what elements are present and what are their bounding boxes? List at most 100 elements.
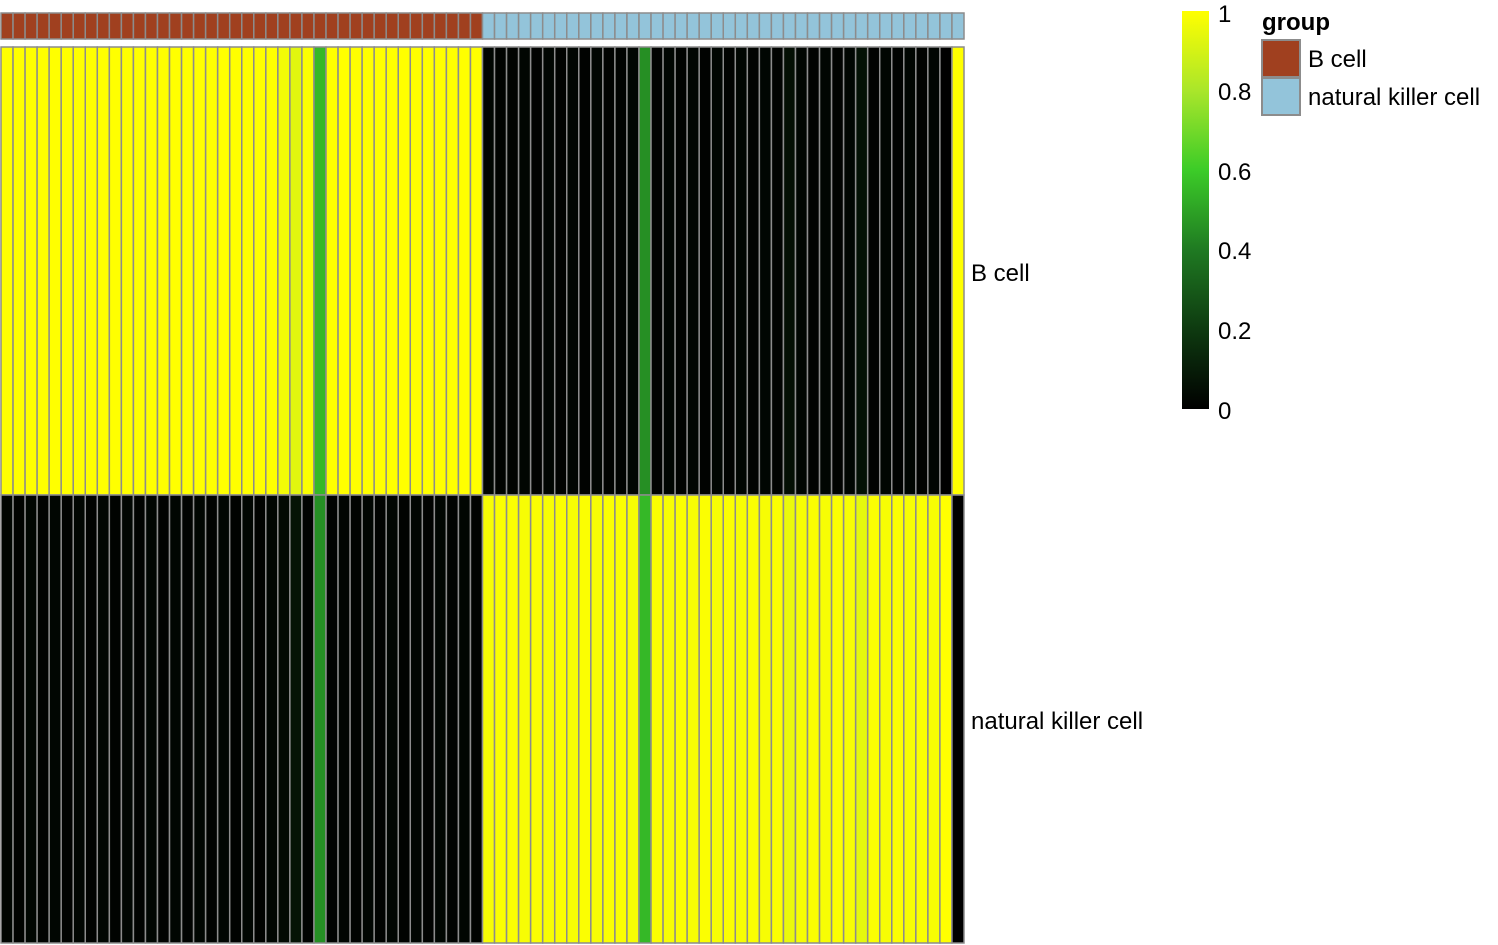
heatmap-cell <box>566 46 580 496</box>
heatmap-cell <box>866 494 881 944</box>
heatmap-cell <box>144 46 159 496</box>
heatmap-cell <box>698 494 712 944</box>
heatmap-cell <box>842 46 857 496</box>
heatmap-cell <box>951 46 965 496</box>
annotation-cell <box>144 12 159 40</box>
annotation-cell <box>662 12 676 40</box>
heatmap-cell <box>915 494 929 944</box>
legend-swatch-natural-killer-cell <box>1261 77 1301 116</box>
heatmap-cell <box>493 494 508 944</box>
annotation-cell <box>674 12 688 40</box>
heatmap-cell <box>481 494 496 944</box>
heatmap-cell <box>60 494 74 944</box>
heatmap-cell <box>590 494 604 944</box>
annotation-cell <box>782 12 797 40</box>
heatmap-cell <box>228 46 243 496</box>
annotation-cell <box>469 12 484 40</box>
heatmap-cell <box>132 46 147 496</box>
heatmap-cell <box>204 46 219 496</box>
annotation-cell <box>830 12 845 40</box>
heatmap-cell <box>301 494 315 944</box>
heatmap-cells <box>0 46 965 944</box>
annotation-cell <box>770 12 785 40</box>
annotation-cell <box>927 12 941 40</box>
heatmap-cell <box>421 46 436 496</box>
heatmap-cell <box>891 494 905 944</box>
annotation-cell <box>337 12 351 40</box>
annotation-cell <box>541 12 556 40</box>
heatmap-cell <box>626 46 640 496</box>
heatmap-cell <box>951 494 965 944</box>
heatmap-cell <box>529 494 544 944</box>
heatmap-cell <box>517 46 532 496</box>
heatmap-cell <box>277 494 291 944</box>
heatmap-cell <box>854 494 869 944</box>
annotation-cell <box>277 12 291 40</box>
heatmap-cell <box>782 494 797 944</box>
heatmap-cell <box>277 46 291 496</box>
annotation-cell <box>397 12 412 40</box>
heatmap-cell <box>939 46 953 496</box>
heatmap-cell <box>84 494 99 944</box>
heatmap-cell <box>433 494 448 944</box>
annotation-cell <box>96 12 111 40</box>
heatmap-cell <box>614 46 628 496</box>
heatmap-cell <box>469 46 484 496</box>
heatmap-cell <box>698 46 712 496</box>
heatmap-cell <box>96 494 111 944</box>
annotation-cell <box>481 12 496 40</box>
annotation-cell <box>614 12 628 40</box>
annotation-cell <box>493 12 508 40</box>
heatmap-cell <box>289 46 303 496</box>
annotation-cell <box>951 12 965 40</box>
annotation-cell <box>84 12 99 40</box>
row-labels: B cell natural killer cell <box>971 260 1143 735</box>
row-label-b-cell: B cell <box>971 260 1030 287</box>
heatmap-cell <box>481 46 496 496</box>
color-tick-0-6: 0.6 <box>1218 159 1251 186</box>
heatmap-cell <box>830 46 845 496</box>
annotation-cell <box>758 12 773 40</box>
annotation-cell <box>457 12 472 40</box>
heatmap-cell <box>818 46 833 496</box>
heatmap-cell <box>132 494 147 944</box>
annotation-cell <box>891 12 905 40</box>
annotation-cell <box>385 12 399 40</box>
heatmap-cell <box>168 494 183 944</box>
annotation-cell <box>590 12 604 40</box>
heatmap-cell <box>457 46 472 496</box>
heatmap-cell <box>614 494 628 944</box>
annotation-cell <box>48 12 62 40</box>
annotation-cell <box>156 12 171 40</box>
heatmap-cell <box>674 494 688 944</box>
legend-swatch-b-cell <box>1261 39 1301 78</box>
heatmap-cell <box>903 46 917 496</box>
annotation-cell <box>421 12 436 40</box>
heatmap-cell <box>927 46 941 496</box>
heatmap-cell <box>361 494 375 944</box>
annotation-cell <box>228 12 243 40</box>
heatmap-cell <box>650 494 664 944</box>
annotation-cell <box>289 12 303 40</box>
heatmap-cell <box>120 494 135 944</box>
heatmap-cell <box>108 494 123 944</box>
annotation-cell <box>12 12 26 40</box>
heatmap-cell <box>903 494 917 944</box>
heatmap-cell <box>325 494 339 944</box>
color-tick-0-2: 0.2 <box>1218 318 1251 345</box>
annotation-cell <box>433 12 448 40</box>
annotation-cell <box>553 12 568 40</box>
heatmap-cell <box>469 494 484 944</box>
heatmap-cell <box>216 46 231 496</box>
annotation-cell <box>409 12 424 40</box>
heatmap-cell <box>758 494 773 944</box>
annotation-cell <box>36 12 50 40</box>
heatmap-cell <box>806 46 821 496</box>
annotation-cell <box>24 12 38 40</box>
heatmap-cell <box>168 46 183 496</box>
annotation-cell <box>818 12 833 40</box>
annotation-cell <box>132 12 147 40</box>
annotation-cell <box>854 12 869 40</box>
heatmap-cell <box>156 494 171 944</box>
